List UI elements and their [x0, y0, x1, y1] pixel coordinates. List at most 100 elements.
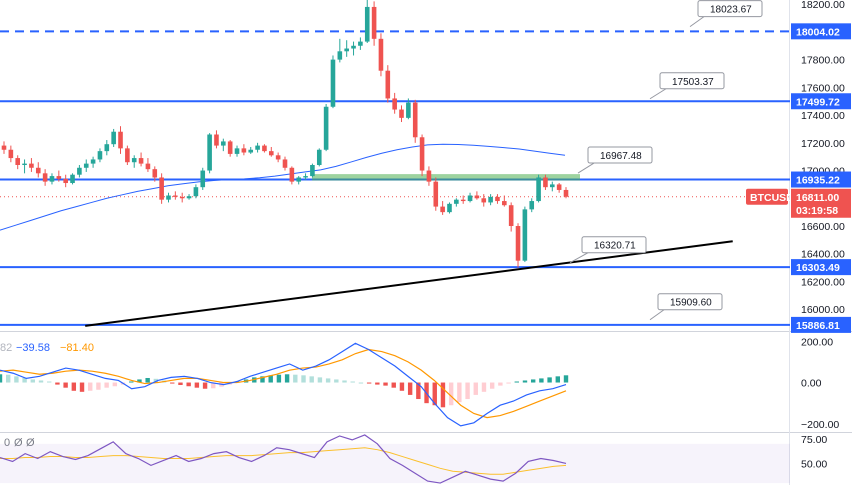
callout-pointer — [569, 252, 589, 264]
price-axis[interactable]: 16000.0016200.0016400.0016600.0016800.00… — [746, 0, 851, 470]
macd-histogram-bar — [88, 382, 93, 391]
macd-histogram-bar — [506, 382, 511, 384]
candle-body — [563, 189, 569, 197]
macd-histogram-bar — [440, 382, 446, 408]
candle-body — [406, 102, 411, 118]
macd-histogram-bar — [358, 382, 364, 384]
rsi-value-label: Ø — [26, 437, 35, 449]
price-tick-label: 17800.00 — [801, 55, 845, 67]
candle-body — [179, 196, 185, 199]
rsi-tick-label: 50.00 — [801, 458, 827, 470]
candle-body — [399, 109, 404, 118]
candle-body — [426, 170, 432, 182]
callout-label: 17503.37 — [672, 77, 714, 88]
candle-body — [56, 176, 62, 179]
macd-pane: 82 −39.58 −81.40 — [0, 342, 569, 427]
candle-body — [481, 198, 487, 203]
macd-histogram-bar — [153, 378, 159, 383]
candle-body — [207, 134, 212, 171]
candle-body — [152, 169, 158, 178]
macd-histogram-bar — [194, 382, 200, 388]
macd-histogram-bar — [22, 377, 27, 383]
macd-histogram-bar — [63, 382, 68, 388]
candle-body — [536, 177, 541, 202]
candle-body — [371, 6, 377, 39]
candle-body — [529, 201, 535, 210]
macd-histogram-bar — [301, 375, 306, 383]
candle-body — [193, 187, 199, 197]
macd-histogram-bar — [38, 380, 44, 383]
macd-histogram-bar — [489, 382, 495, 389]
rsi-value-label: 0 — [4, 437, 10, 449]
macd-histogram-bar — [383, 382, 388, 386]
callout-box — [581, 236, 647, 254]
callout-pointer — [649, 309, 665, 321]
macd-signal-line — [0, 348, 567, 419]
candlesticks — [1, 0, 569, 268]
macd-histogram-bar — [268, 375, 273, 383]
macd-value-label: −39.58 — [16, 342, 50, 354]
macd-histogram-bar — [47, 381, 52, 383]
price-callouts[interactable]: 18023.67 17503.37 16967.48 16320.71 15909.60 — [569, 0, 763, 321]
macd-histogram-bar — [55, 382, 60, 385]
candle-body — [556, 184, 562, 190]
callout-box — [587, 146, 653, 164]
candle-body — [1, 145, 7, 150]
candle-body — [262, 145, 267, 152]
candle-body — [316, 149, 322, 165]
callout-box — [659, 72, 725, 90]
candle-body — [323, 106, 329, 150]
macd-histogram-bar — [186, 382, 191, 387]
macd-histogram-bar — [498, 382, 503, 386]
callout-pointer — [689, 16, 705, 28]
level-tag — [791, 93, 851, 110]
macd-histogram-bar — [6, 374, 11, 383]
candle-body — [303, 176, 308, 178]
last-price-tag — [791, 188, 851, 218]
macd-histogram-bar — [563, 375, 569, 383]
macd-histogram-bar — [407, 382, 413, 395]
candle-body — [227, 141, 233, 154]
macd-histogram-bar — [432, 382, 437, 406]
candle-body — [166, 195, 171, 200]
callout-box — [697, 0, 763, 18]
price-tick-label: 16600.00 — [801, 221, 845, 233]
candle-body — [447, 203, 452, 213]
macd-histogram-bar — [0, 374, 3, 383]
candle-body — [268, 151, 274, 156]
macd-histogram-bar — [137, 379, 142, 383]
candle-body — [502, 201, 507, 206]
candle-body — [159, 177, 164, 200]
candle-body — [77, 167, 82, 175]
macd-histogram-bar — [416, 382, 421, 400]
callout-label: 15909.60 — [670, 298, 712, 309]
macd-value-label: 82 — [0, 342, 12, 354]
candle-body — [248, 149, 254, 153]
level-tag-label: 16303.49 — [796, 262, 840, 274]
price-tick-label: 16400.00 — [801, 249, 845, 261]
macd-histogram-bar — [473, 382, 478, 395]
candle-body — [35, 167, 41, 174]
macd-histogram-bar — [448, 382, 454, 406]
level-tag — [791, 23, 851, 40]
candle-body — [90, 159, 96, 164]
resistance-zone[interactable] — [312, 174, 580, 181]
candle-body — [234, 148, 240, 154]
price-tick-label: 18200.00 — [801, 0, 845, 11]
candle-body — [282, 159, 288, 168]
candle-body — [200, 170, 206, 188]
moving-average — [0, 143, 566, 231]
rsi-line — [0, 434, 567, 484]
macd-histogram-bar — [555, 376, 560, 383]
macd-value-label: −81.40 — [60, 342, 94, 354]
level-tag-label: 18004.02 — [796, 26, 840, 38]
last-price-label: 16811.00 — [796, 192, 839, 204]
trendline[interactable] — [85, 240, 733, 327]
macd-histogram-bar — [481, 382, 487, 392]
macd-histogram-bar — [539, 378, 544, 383]
price-tick-label: 17600.00 — [801, 82, 845, 94]
candle-body — [310, 165, 315, 177]
candle-body — [8, 149, 14, 159]
macd-histogram-bar — [14, 376, 19, 383]
